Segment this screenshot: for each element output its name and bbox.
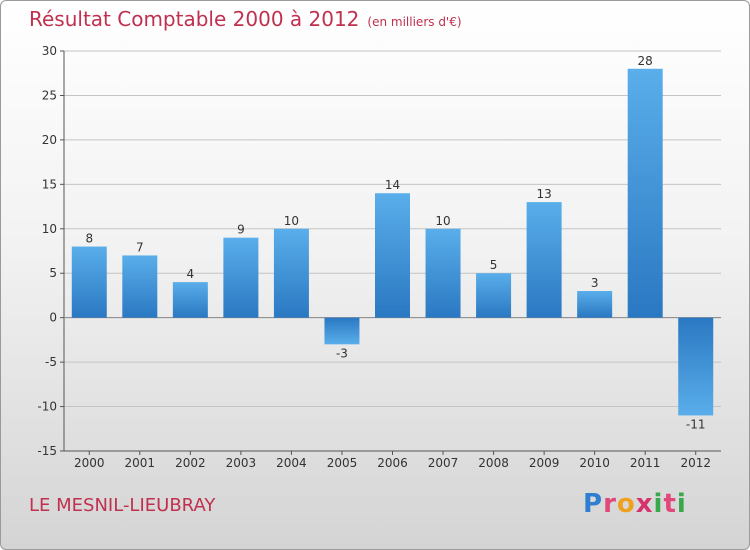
y-tick-label: -5 (45, 355, 57, 369)
bar-2011 (627, 68, 663, 318)
x-tick-label: 2007 (428, 456, 459, 470)
data-label: 9 (237, 223, 245, 237)
x-tick-label: 2010 (579, 456, 610, 470)
bar-2004 (273, 228, 309, 318)
x-tick-label: 2003 (226, 456, 257, 470)
logo-letter: x (635, 489, 654, 519)
data-label: 13 (536, 187, 551, 201)
proxiti-logo: Proxiti (583, 489, 687, 519)
chart-title: Résultat Comptable 2000 à 2012 (en millie… (29, 7, 462, 31)
y-tick-label: -15 (37, 444, 57, 458)
data-label: 8 (85, 232, 93, 246)
y-tick-label: 25 (42, 88, 57, 102)
data-label: 14 (385, 178, 400, 192)
x-tick-label: 2008 (478, 456, 509, 470)
bar-2003 (223, 237, 259, 318)
bar-2001 (122, 255, 158, 318)
x-tick-label: 2000 (74, 456, 105, 470)
data-label: -11 (686, 417, 706, 431)
bar-2010 (577, 291, 613, 318)
logo-letter: r (603, 489, 617, 519)
y-tick-label: 15 (42, 177, 57, 191)
logo-letter: P (583, 489, 604, 519)
logo-letter: t (663, 489, 677, 519)
data-label: -3 (336, 346, 348, 360)
x-tick-label: 2011 (630, 456, 661, 470)
y-tick-label: 20 (42, 133, 57, 147)
bar-2008 (476, 273, 512, 318)
chart-subtitle: (en milliers d'€) (367, 15, 462, 29)
data-label: 5 (490, 258, 498, 272)
commune-name: LE MESNIL-LIEUBRAY (29, 495, 216, 516)
logo-letter: i (676, 489, 687, 519)
x-tick-label: 2012 (680, 456, 711, 470)
y-tick-label: 30 (42, 44, 57, 58)
y-tick-label: 5 (49, 266, 57, 280)
data-label: 7 (136, 240, 144, 254)
bar-2002 (172, 282, 208, 318)
bar-2000 (71, 246, 107, 318)
bar-2012 (678, 317, 714, 416)
chart-title-text: Résultat Comptable 2000 à 2012 (29, 7, 360, 31)
data-label: 28 (638, 54, 653, 68)
logo-letter: i (653, 489, 664, 519)
x-tick-label: 2005 (327, 456, 358, 470)
data-label: 3 (591, 276, 599, 290)
data-label: 10 (284, 214, 299, 228)
y-tick-label: 10 (42, 222, 57, 236)
bar-2005 (324, 317, 360, 345)
bar-2009 (526, 202, 562, 318)
x-tick-label: 2002 (175, 456, 206, 470)
data-label: 10 (435, 214, 450, 228)
bar-2006 (375, 193, 410, 318)
x-tick-label: 2009 (529, 456, 560, 470)
logo-letter: o (616, 489, 636, 519)
x-tick-label: 2001 (125, 456, 156, 470)
y-tick-label: -10 (37, 400, 57, 414)
y-tick-label: 0 (49, 311, 57, 325)
bar-2007 (425, 228, 461, 318)
x-tick-label: 2006 (377, 456, 408, 470)
x-tick-label: 2004 (276, 456, 307, 470)
data-label: 4 (187, 267, 195, 281)
